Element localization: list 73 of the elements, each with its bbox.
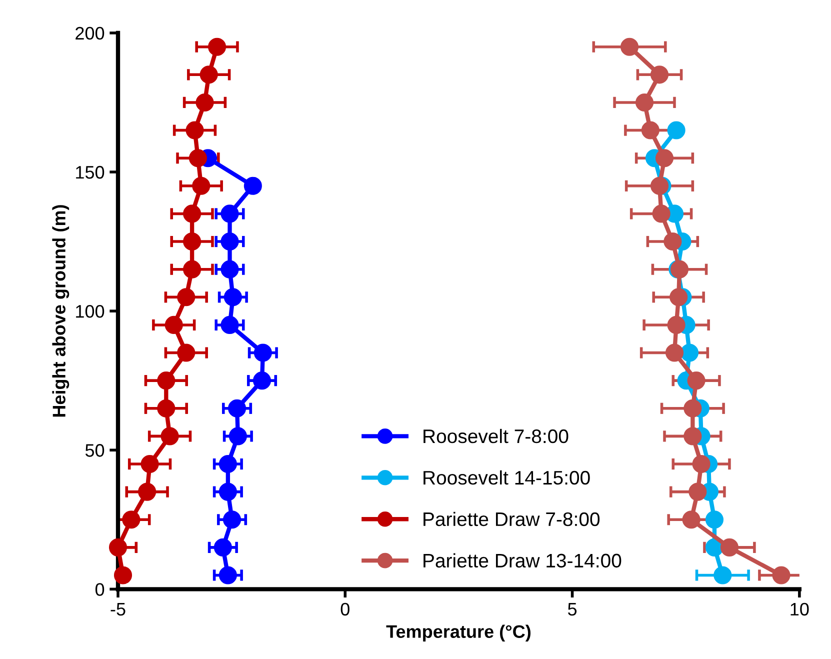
point [220,316,239,334]
point [186,121,204,140]
legend-label: Roosevelt 7-8:00 [424,428,568,444]
point [720,538,738,556]
point [684,427,702,446]
point [688,482,707,501]
point [138,482,156,501]
point [122,510,140,529]
point [192,176,210,195]
point [652,204,670,223]
point [620,38,639,56]
point [228,427,247,446]
point [635,93,654,112]
x-tick-label: 0 [340,602,350,616]
legend-label: Pariette Draw 13-14:00 [424,553,622,568]
point [223,510,242,529]
point [228,399,246,418]
point [667,316,686,334]
point [220,232,239,251]
legend-label: Roosevelt 14-15:00 [424,470,590,485]
point [665,344,684,362]
y-tick-label: 200 [76,26,104,40]
y-tick-label: 50 [85,444,104,457]
point [667,121,686,140]
legend-label: Pariette Draw 7-8:00 [424,512,600,526]
point [252,372,272,390]
point [157,372,176,390]
point [254,344,272,362]
y-tick-label: 0 [95,583,104,596]
point [183,204,202,223]
point [220,260,239,278]
point [684,399,702,418]
point [177,344,196,362]
point [218,566,237,584]
point [164,316,183,334]
y-axis-title: Height above ground (m) [52,205,70,417]
point [650,176,669,195]
point [177,288,196,306]
point [196,93,214,112]
point [108,538,128,556]
point [714,566,732,584]
point [183,232,202,251]
point [214,538,232,556]
point [218,454,237,474]
point [188,149,207,168]
point [641,121,660,140]
point [244,176,262,195]
point [157,399,176,418]
point [208,38,226,56]
point [218,482,237,501]
point [224,288,242,306]
point [114,566,132,584]
point [655,149,674,168]
point [650,66,669,84]
point [220,204,239,223]
point [183,260,202,278]
x-tick-label: 10 [790,602,809,616]
point [160,427,179,446]
x-tick-label: -5 [110,603,126,616]
point [140,454,159,474]
point [680,344,699,362]
point [670,288,688,306]
y-tick-label: 150 [76,166,104,179]
x-tick-label: 5 [568,603,577,616]
point [200,66,218,84]
point [692,454,710,474]
point [687,372,706,390]
y-tick-label: 100 [76,304,104,318]
point [705,510,724,529]
point [664,232,682,251]
point [682,510,700,529]
point [772,566,790,584]
x-axis-title: Temperature (°C) [386,624,530,642]
